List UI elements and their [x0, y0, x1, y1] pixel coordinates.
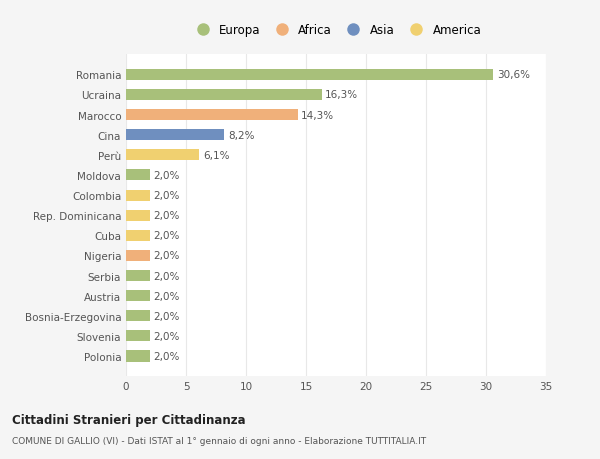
- Bar: [126, 210, 150, 221]
- Text: 2,0%: 2,0%: [154, 211, 180, 221]
- Text: 30,6%: 30,6%: [497, 70, 530, 80]
- Bar: [126, 351, 150, 362]
- Text: 2,0%: 2,0%: [154, 171, 180, 180]
- Text: 14,3%: 14,3%: [301, 110, 334, 120]
- Bar: [126, 150, 199, 161]
- Text: 2,0%: 2,0%: [154, 311, 180, 321]
- Bar: [126, 330, 150, 341]
- Text: 2,0%: 2,0%: [154, 231, 180, 241]
- Text: COMUNE DI GALLIO (VI) - Dati ISTAT al 1° gennaio di ogni anno - Elaborazione TUT: COMUNE DI GALLIO (VI) - Dati ISTAT al 1°…: [12, 436, 426, 445]
- Text: 2,0%: 2,0%: [154, 331, 180, 341]
- Bar: [126, 70, 493, 81]
- Text: 2,0%: 2,0%: [154, 190, 180, 201]
- Bar: [126, 270, 150, 281]
- Bar: [126, 230, 150, 241]
- Text: 2,0%: 2,0%: [154, 271, 180, 281]
- Bar: [126, 250, 150, 262]
- Text: 2,0%: 2,0%: [154, 251, 180, 261]
- Bar: [126, 130, 224, 141]
- Text: 2,0%: 2,0%: [154, 351, 180, 361]
- Legend: Europa, Africa, Asia, America: Europa, Africa, Asia, America: [186, 19, 486, 42]
- Bar: [126, 170, 150, 181]
- Text: 2,0%: 2,0%: [154, 291, 180, 301]
- Text: 8,2%: 8,2%: [228, 130, 254, 140]
- Bar: [126, 190, 150, 201]
- Text: Cittadini Stranieri per Cittadinanza: Cittadini Stranieri per Cittadinanza: [12, 413, 245, 426]
- Text: 6,1%: 6,1%: [203, 151, 229, 161]
- Bar: [126, 110, 298, 121]
- Bar: [126, 90, 322, 101]
- Text: 16,3%: 16,3%: [325, 90, 358, 100]
- Bar: [126, 311, 150, 322]
- Bar: [126, 291, 150, 302]
